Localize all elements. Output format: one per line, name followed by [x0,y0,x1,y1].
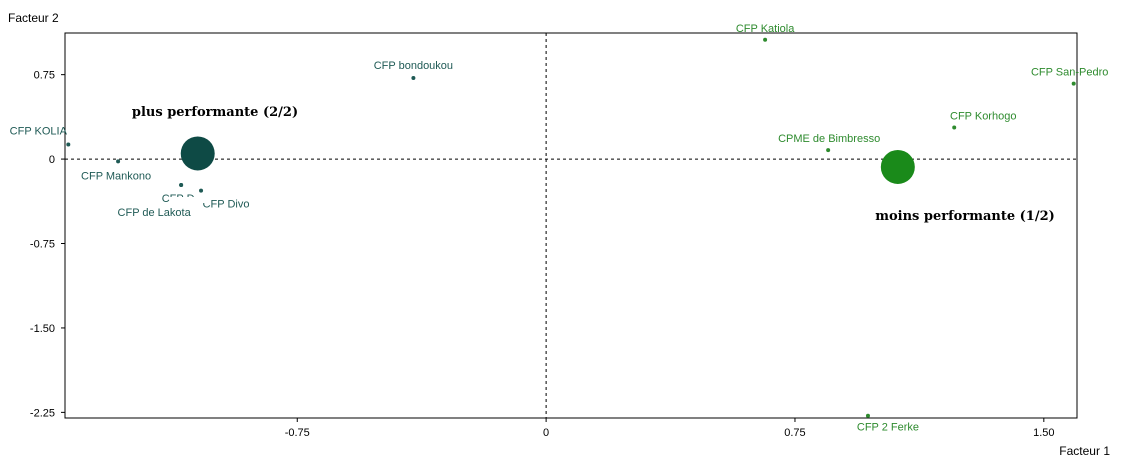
y-tick-label: -2.25 [30,407,55,419]
x-tick-label: 0 [543,427,549,439]
x-tick-label: 1.50 [1033,427,1054,439]
x-tick-label: -0.75 [285,427,310,439]
data-point-label: CFP San-Pedro [1031,67,1108,79]
y-tick-label: -0.75 [30,239,55,251]
y-tick-label: 0.75 [34,70,55,82]
data-point-label: CFP bondoukou [374,60,453,72]
label-overlap-mask [170,197,210,203]
data-point-label: CPME de Bimbresso [778,133,880,145]
data-point-label: CFP Katiola [736,23,795,35]
class-center-bubble [880,149,915,184]
data-point [1071,81,1076,86]
data-point [411,76,416,81]
data-point-label: CFP Divo [203,199,250,211]
plot-frame [64,32,1078,419]
data-point [952,125,957,130]
class-center-label: moins performante (1/2) [875,209,1055,224]
data-point [865,413,870,418]
data-point-label: CFP Mankono [81,170,151,182]
data-point [66,142,71,147]
data-point [116,159,121,164]
data-point-label: CFP KOLIA [10,125,68,137]
x-axis-title: Facteur 1 [1059,444,1110,457]
y-tick-label: -1.50 [30,323,55,335]
data-point-label: CFP 2 Ferke [857,422,919,434]
x-tick-label: 0.75 [784,427,805,439]
data-point [199,188,204,193]
y-axis-title: Facteur 2 [8,11,59,25]
y-tick-label: 0 [49,154,55,166]
class-center-label: plus performante (2/2) [132,105,298,120]
class-center-bubble [180,136,215,171]
data-point-label: CFP Korhogo [950,111,1016,123]
data-point-label: CFP de Lakota [118,207,192,219]
data-point [763,37,768,42]
data-point [826,148,831,153]
data-point [179,182,184,187]
